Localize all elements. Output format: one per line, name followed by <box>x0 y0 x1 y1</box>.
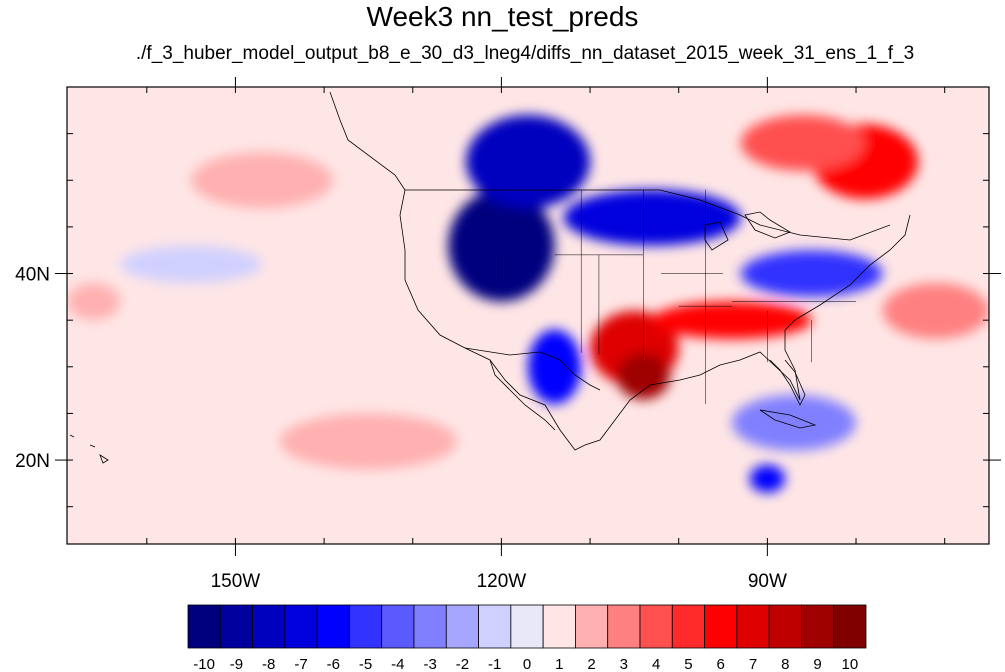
colorbar-swatch <box>704 604 738 649</box>
field-region-great-lakes-negative <box>740 250 883 297</box>
colorbar-swatch <box>833 604 867 649</box>
colorbar-swatch <box>219 604 253 649</box>
field-region-central-negative-band <box>563 189 741 246</box>
colorbar-label: 2 <box>587 656 595 672</box>
colorbar-swatch <box>607 604 641 649</box>
field-region-pacific-positive-1 <box>279 413 458 470</box>
us-canada-border <box>405 189 891 241</box>
field-region-texas-positive <box>616 352 670 400</box>
field-region-pacific-negative <box>120 245 263 283</box>
axis-ticks: 150W 120W 90W 40N 20N <box>15 77 1001 592</box>
colorbar-label: 1 <box>555 656 563 672</box>
hawaii-islands <box>69 434 109 464</box>
colorbar-label: 5 <box>684 656 692 672</box>
colorbar: -10 -9 -8 -7 -6 -5 -4 -3 -2 -1 0 1 2 3 4 5 6 7 8 9 10 <box>187 604 867 672</box>
colorbar-swatch <box>575 604 609 649</box>
x-tick-label: 120W <box>477 571 527 592</box>
colorbar-swatch <box>736 604 770 649</box>
field-region-pacific-positive-2 <box>191 152 333 209</box>
x-tick-label: 90W <box>748 571 787 592</box>
colorbar-label: 8 <box>781 656 789 672</box>
baja-coastline <box>489 359 556 431</box>
florida-outline <box>769 359 806 406</box>
colorbar-swatch <box>639 604 673 649</box>
colorbar-label: -8 <box>262 656 275 672</box>
anomaly-field <box>67 114 989 493</box>
field-region-northwest-negative <box>465 114 591 209</box>
colorbar-label: -4 <box>391 656 404 672</box>
map-plot-area <box>67 87 989 544</box>
colorbar-swatch <box>510 604 544 649</box>
colorbar-swatch <box>542 604 576 649</box>
colorbar-label: -6 <box>327 656 340 672</box>
colorbar-swatch <box>671 604 705 649</box>
colorbar-label: -10 <box>193 656 215 672</box>
colorbar-swatch <box>413 604 447 649</box>
colorbar-label: 9 <box>813 656 821 672</box>
cuba-outline <box>759 409 817 429</box>
map-frame <box>66 86 990 545</box>
colorbar-label: 6 <box>717 656 725 672</box>
colorbar-label: -1 <box>488 656 501 672</box>
field-region-atlantic-positive <box>882 282 989 339</box>
colorbar-swatch <box>381 604 415 649</box>
y-tick-label: 20N <box>15 451 50 472</box>
colorbar-label: -7 <box>294 656 307 672</box>
us-mexico-border <box>464 347 601 391</box>
colorbar-swatch <box>349 604 383 649</box>
colorbar-swatch <box>478 604 512 649</box>
colorbar-label: 0 <box>523 656 531 672</box>
colorbar-swatch <box>316 604 350 649</box>
field-region-baja-negative <box>528 329 582 405</box>
field-region-canada-east-positive <box>740 114 865 171</box>
colorbar-label: -5 <box>359 656 372 672</box>
coastline-outlines <box>69 91 911 464</box>
colorbar-label: 10 <box>842 656 859 672</box>
colorbar-label: 4 <box>652 656 660 672</box>
colorbar-label: -9 <box>230 656 243 672</box>
colorbar-swatch <box>801 604 835 649</box>
north-america-coastline <box>329 91 911 451</box>
field-region-west-us-strong-negative <box>448 189 555 302</box>
great-lakes-outline <box>704 211 791 251</box>
colorbar-swatch <box>187 604 221 649</box>
colorbar-swatch <box>252 604 286 649</box>
chart-subtitle: ./f_3_huber_model_output_b8_e_30_d3_lneg… <box>135 43 915 64</box>
colorbar-label: 7 <box>749 656 757 672</box>
colorbar-label: 3 <box>620 656 628 672</box>
colorbar-label: -2 <box>456 656 469 672</box>
colorbar-swatch <box>445 604 479 649</box>
y-tick-label: 40N <box>15 265 50 286</box>
field-region-southeast-positive <box>652 301 812 339</box>
state-borders <box>501 189 857 405</box>
field-region-gulf-negative <box>731 394 857 451</box>
x-tick-label: 150W <box>211 571 261 592</box>
field-region-caribbean-negative <box>749 464 786 493</box>
chart-title: Week3 nn_test_preds <box>366 1 639 32</box>
colorbar-swatch <box>768 604 802 649</box>
colorbar-swatch <box>284 604 318 649</box>
field-region-pacific-positive-west <box>67 282 121 321</box>
colorbar-label: -3 <box>423 656 436 672</box>
